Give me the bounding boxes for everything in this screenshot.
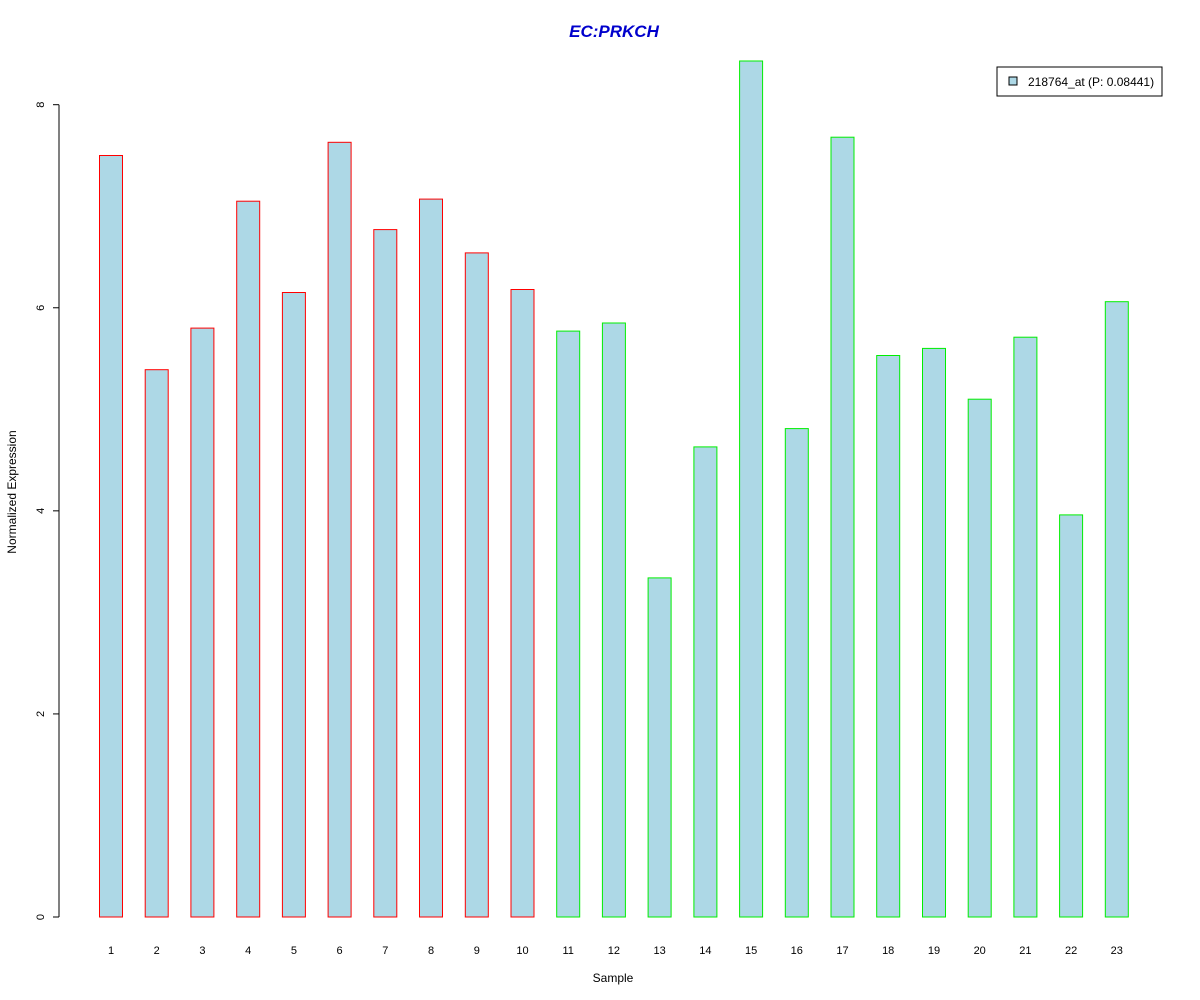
x-tick-label: 22 bbox=[1065, 945, 1077, 957]
bar-sample-20 bbox=[967, 398, 992, 918]
bar-sample-22 bbox=[1059, 514, 1084, 918]
x-tick-label: 2 bbox=[154, 945, 160, 957]
x-tick-label: 9 bbox=[474, 945, 480, 957]
bar-sample-17 bbox=[830, 136, 855, 918]
x-tick-label: 14 bbox=[699, 945, 711, 957]
bar-sample-19 bbox=[922, 347, 946, 918]
bar-sample-6 bbox=[327, 141, 352, 918]
bar-sample-4 bbox=[236, 200, 261, 918]
bar-sample-11 bbox=[556, 330, 581, 918]
bar-sample-14 bbox=[693, 446, 718, 918]
y-tick-label: 4 bbox=[35, 508, 47, 514]
bars bbox=[99, 60, 1129, 918]
x-axis-label: Sample bbox=[593, 971, 634, 985]
x-tick-labels: 1 2 3 4 5 6 7 8 9 10 11 12 13 14 15 16 17 18 19 20 21 22 23 bbox=[108, 945, 1123, 957]
legend: 218764_at (P: 0.08441) bbox=[996, 66, 1163, 97]
bar-sample-18 bbox=[876, 355, 901, 918]
legend-entry: 218764_at (P: 0.08441) bbox=[1028, 75, 1154, 89]
y-tick-label: 2 bbox=[35, 711, 47, 717]
y-tick-label: 6 bbox=[35, 305, 47, 311]
bar-sample-7 bbox=[373, 229, 398, 918]
x-tick-label: 13 bbox=[653, 945, 665, 957]
x-tick-label: 16 bbox=[791, 945, 803, 957]
x-tick-label: 3 bbox=[199, 945, 205, 957]
x-tick-label: 15 bbox=[745, 945, 757, 957]
x-tick-label: 20 bbox=[974, 945, 986, 957]
x-tick-label: 19 bbox=[928, 945, 940, 957]
bar-sample-16 bbox=[784, 428, 809, 918]
bar-sample-2 bbox=[144, 369, 169, 918]
x-tick-label: 8 bbox=[428, 945, 434, 957]
x-tick-label: 7 bbox=[382, 945, 388, 957]
y-tick-label: 8 bbox=[35, 102, 47, 108]
bar-sample-21 bbox=[1013, 336, 1038, 918]
bar-sample-1 bbox=[99, 155, 123, 918]
chart-title: EC:PRKCH bbox=[569, 22, 659, 41]
x-tick-label: 11 bbox=[562, 945, 573, 957]
x-tick-label: 12 bbox=[608, 945, 620, 957]
bar-sample-9 bbox=[464, 252, 489, 918]
x-tick-label: 17 bbox=[836, 945, 848, 957]
bar-sample-23 bbox=[1104, 301, 1129, 918]
x-tick-label: 6 bbox=[337, 945, 343, 957]
x-tick-label: 1 bbox=[108, 945, 114, 957]
bar-sample-13 bbox=[647, 577, 672, 918]
x-tick-label: 4 bbox=[245, 945, 251, 957]
bar-sample-15 bbox=[739, 60, 764, 918]
x-tick-label: 5 bbox=[291, 945, 297, 957]
bar-sample-8 bbox=[419, 198, 443, 918]
x-tick-label: 18 bbox=[882, 945, 894, 957]
bar-sample-5 bbox=[281, 292, 306, 918]
y-tick-label: 0 bbox=[35, 914, 47, 920]
legend-box bbox=[996, 66, 1163, 97]
bar-sample-10 bbox=[510, 289, 535, 918]
bar-sample-12 bbox=[601, 322, 626, 918]
x-tick-label: 10 bbox=[516, 945, 528, 957]
x-tick-label: 21 bbox=[1019, 945, 1031, 957]
bar-sample-3 bbox=[190, 327, 215, 918]
y-axis-label: Normalized Expression bbox=[5, 430, 19, 553]
legend-swatch bbox=[1008, 76, 1018, 86]
x-tick-label: 23 bbox=[1111, 945, 1123, 957]
y-axis: 0 2 4 6 8 bbox=[35, 102, 60, 920]
